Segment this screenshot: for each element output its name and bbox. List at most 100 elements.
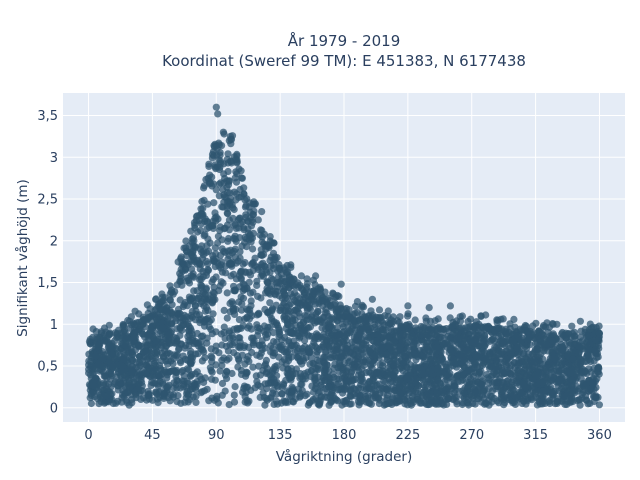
data-point [90,382,98,390]
data-point [220,323,228,331]
data-point [289,387,297,395]
data-point [87,399,95,408]
data-point [140,316,148,324]
data-point [594,341,603,349]
data-point [581,358,589,366]
data-point [228,298,236,306]
data-point [319,335,327,343]
data-point [479,336,488,344]
data-point [220,193,228,201]
data-point [341,398,349,406]
data-point [263,278,271,286]
data-point [466,336,474,344]
data-point [373,337,381,345]
data-point [279,364,287,372]
data-point [197,275,205,283]
data-point [467,315,475,323]
data-point [118,362,126,370]
data-point [579,379,587,387]
data-point [375,306,384,314]
data-point [114,368,123,376]
data-point [267,262,275,270]
data-point [227,259,235,267]
data-point [237,366,245,374]
data-point [192,398,200,406]
data-point [428,338,436,346]
data-point [220,354,228,362]
data-point [258,208,266,216]
data-point [266,323,274,331]
data-point [389,371,397,379]
data-point [303,280,311,288]
data-point [200,295,208,303]
data-point [187,360,195,368]
y-tick-label: 1,5 [37,276,58,291]
data-point [358,301,366,309]
data-point [234,257,242,265]
data-point [531,358,539,366]
data-point [229,214,237,222]
data-point [207,352,215,360]
data-point [392,348,400,356]
data-point [179,381,187,389]
data-point [147,313,155,321]
data-point [139,368,147,376]
data-point [193,295,201,303]
data-point [437,333,445,341]
data-point [208,221,217,230]
data-point [212,342,220,350]
data-point [137,342,145,350]
data-point [529,322,537,330]
data-point [178,368,186,376]
data-point [197,389,205,397]
data-point [223,289,231,297]
data-point [185,327,193,335]
data-point [125,401,133,409]
data-point [488,393,496,401]
data-point [109,362,117,371]
data-point [546,355,554,363]
data-point [199,251,208,259]
data-point [102,392,111,400]
data-point [368,295,376,303]
data-point [434,376,442,384]
data-point [235,224,243,232]
data-point [327,302,335,310]
data-point [390,338,398,347]
data-point [287,353,295,361]
data-point [434,315,442,323]
data-point [230,234,238,242]
data-point [585,345,593,353]
data-point [282,268,290,277]
data-point [159,324,167,332]
data-point [434,324,442,332]
y-tick-label: 3 [50,151,58,166]
data-point [229,204,237,212]
data-point [192,339,200,347]
data-point [281,291,289,299]
data-point [314,307,322,315]
data-point [296,393,304,401]
data-point [216,251,225,259]
data-point [108,351,116,359]
data-point [368,382,376,391]
data-point [266,268,274,277]
data-point [170,351,178,359]
data-point [236,283,244,291]
data-point [223,204,231,212]
data-point [494,316,502,324]
data-point [177,253,185,261]
data-point [349,364,357,372]
data-point [558,330,566,338]
data-point [287,300,295,308]
data-point [164,394,172,402]
data-point [247,302,255,310]
data-point [311,375,319,383]
data-point [334,364,342,372]
data-point [244,225,252,233]
data-point [271,291,279,299]
data-point [459,399,467,407]
data-point [247,386,255,394]
data-point [277,399,285,407]
data-point [385,399,393,407]
